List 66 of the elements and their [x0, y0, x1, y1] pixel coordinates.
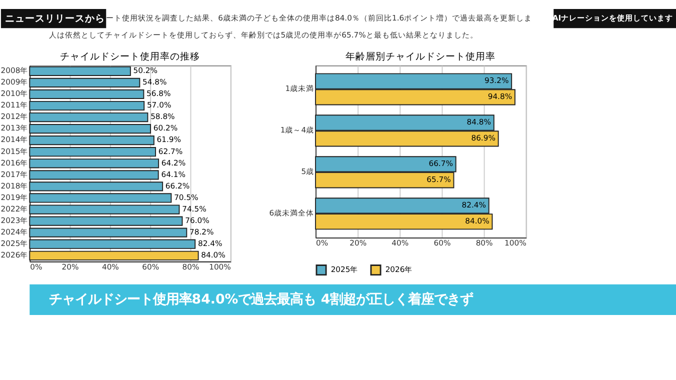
data-label: 64.2% [161, 158, 186, 168]
y-tick-label: 6歳未満全体 [269, 208, 314, 218]
y-tick-label: 2014年 [0, 135, 28, 144]
x-tick-label: 100% [209, 262, 231, 272]
y-tick-label: 2010年 [0, 89, 28, 98]
data-label: 70.5% [174, 192, 198, 202]
legend-label: 2026年 [385, 264, 413, 274]
y-tick-label: 2025年 [0, 239, 28, 248]
data-label: 82.4% [198, 239, 222, 248]
x-tick-label: 100% [504, 238, 526, 248]
data-label: 66.7% [428, 159, 453, 168]
text: ニュースリリースから [4, 13, 105, 24]
y-tick-label: 2026年 [0, 250, 28, 260]
data-label: 66.2% [165, 181, 190, 190]
y-tick-label: 1歳～4歳 [280, 126, 314, 135]
data-label: 94.8% [488, 92, 512, 102]
x-tick-label: 80% [476, 238, 493, 248]
chart-title: 年齢層別チャイルドシート使用率 [346, 50, 496, 63]
y-tick-label: 2008年 [0, 66, 28, 76]
text: チャイルドシート使用率84.0%で過去最高も 4割超が正しく着座できず [48, 291, 474, 308]
data-label: 84.0% [465, 216, 490, 226]
x-tick-label: 0% [316, 238, 328, 248]
data-label: 82.4% [462, 200, 486, 210]
x-tick-label: 20% [350, 238, 367, 248]
text: 人は依然としてチャイルドシートを使用しておらず、年齢別では5歳児の使用率が65.7%と最も低い結果となりました。 [48, 30, 478, 40]
data-label: 57.0% [146, 100, 172, 110]
y-tick-label: 1歳未満 [285, 84, 314, 94]
data-label: 76.0% [185, 216, 210, 225]
x-tick-label: 40% [102, 262, 119, 272]
x-tick-label: 40% [392, 238, 409, 248]
y-tick-label: 2018年 [0, 181, 28, 190]
data-label: 62.7% [158, 146, 183, 156]
data-label: 84.8% [466, 118, 492, 127]
data-label: 58.8% [150, 112, 175, 122]
data-label: 86.9% [471, 134, 496, 143]
text: ート使用状況を調査した結果、6歳未満の子ども全体の使用率は84.0％（前回比1.6ポイント増）で過去最高を更新しま [106, 13, 532, 22]
y-tick-label: 2019年 [0, 192, 28, 202]
x-tick-label: 60% [434, 238, 451, 248]
y-tick-label: 2009年 [0, 78, 28, 87]
x-tick-label: 80% [182, 262, 200, 272]
data-label: 56.8% [146, 89, 171, 98]
data-label: 54.8% [142, 78, 167, 87]
data-label: 65.7% [426, 175, 451, 184]
y-tick-label: 2013年 [0, 124, 28, 133]
chart-title: チャイルドシート使用率の推移 [60, 50, 200, 63]
y-tick-label: 2022年 [0, 204, 28, 214]
data-label: 84.0% [201, 250, 226, 260]
y-tick-label: 2011年 [0, 100, 28, 110]
y-tick-label: 2024年 [0, 227, 28, 236]
data-label: 61.9% [156, 135, 182, 144]
x-tick-label: 0% [30, 262, 42, 272]
data-label: 64.1% [161, 170, 186, 179]
y-tick-label: 2023年 [0, 216, 28, 225]
y-tick-label: 2012年 [0, 112, 28, 122]
y-tick-label: 2016年 [0, 158, 28, 168]
legend-label: 2025年 [330, 264, 358, 274]
data-label: 60.2% [153, 124, 178, 133]
x-tick-label: 60% [142, 262, 160, 272]
data-label: 93.2% [484, 76, 509, 86]
y-tick-label: 2015年 [0, 146, 28, 156]
data-label: 78.2% [190, 227, 214, 236]
y-tick-label: 2017年 [0, 170, 28, 179]
data-label: 50.2% [133, 66, 158, 76]
data-label: 74.5% [182, 204, 206, 214]
x-tick-label: 20% [62, 262, 79, 272]
y-tick-label: 5歳 [301, 167, 314, 176]
